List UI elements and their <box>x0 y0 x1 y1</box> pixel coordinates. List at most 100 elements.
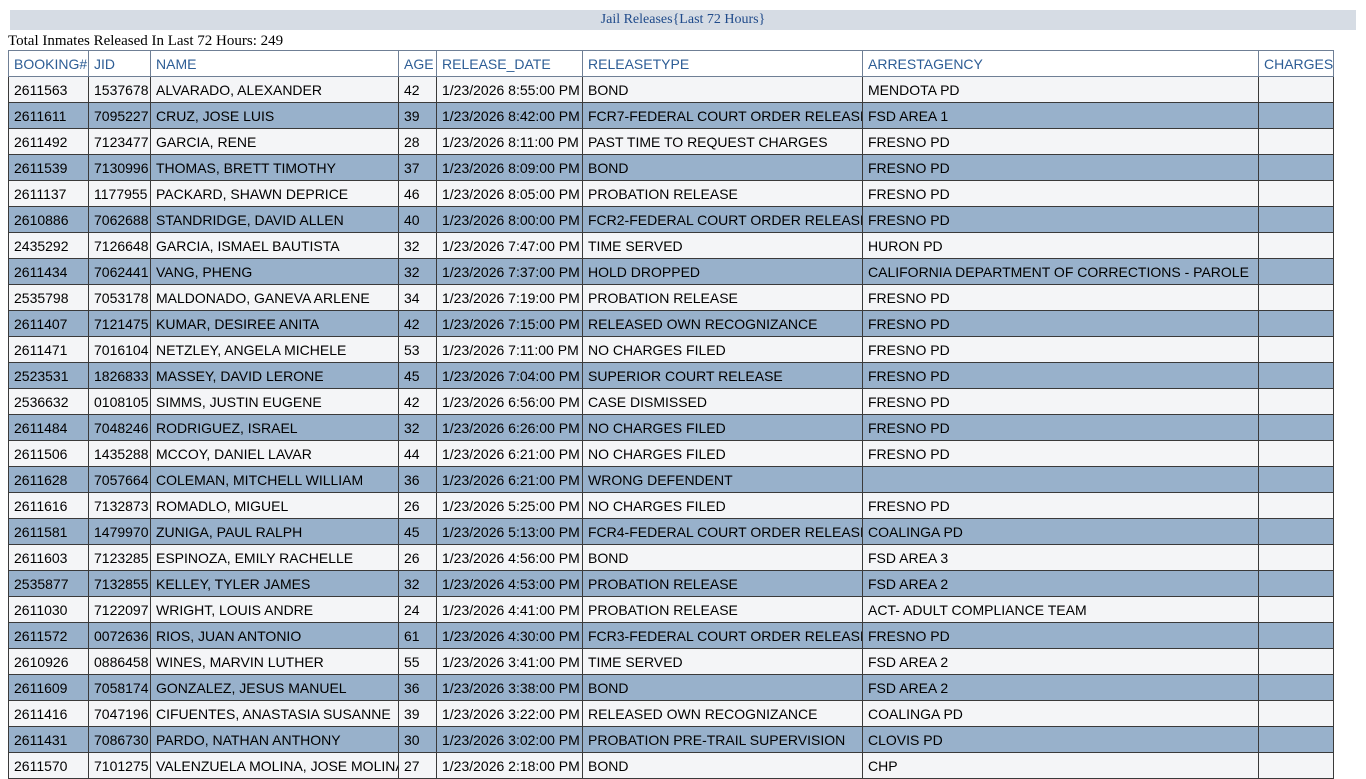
table-row: 2611572 0072636 RIOS, JUAN ANTONIO 61 1/23/2… <box>8 622 1334 649</box>
table-cell: ESPINOZA, EMILY RACHELLE <box>150 544 399 571</box>
table-cell: 7086730 <box>88 726 151 753</box>
table-cell: 7132855 <box>88 570 151 597</box>
table-cell: 1/23/2026 3:38:00 PM <box>436 674 583 701</box>
table-cell: 61 <box>398 622 437 649</box>
table-cell: 39 <box>398 700 437 727</box>
table-cell: CRUZ, JOSE LUIS <box>150 102 399 129</box>
table-cell <box>1258 726 1334 753</box>
table-row: 2611611 7095227 CRUZ, JOSE LUIS 39 1/23/2026… <box>8 102 1334 129</box>
table-cell: FCR7-FEDERAL COURT ORDER RELEASE <box>582 102 863 129</box>
table-cell <box>1258 466 1334 493</box>
table-cell: 2611616 <box>8 492 89 519</box>
table-cell: 1537678 <box>88 76 151 103</box>
table-cell: 7062441 <box>88 258 151 285</box>
table-row: 2611484 7048246 RODRIGUEZ, ISRAEL 32 1/23/20… <box>8 414 1334 441</box>
table-cell: 34 <box>398 284 437 311</box>
table-cell: COLEMAN, MITCHELL WILLIAM <box>150 466 399 493</box>
table-cell: 7016104 <box>88 336 151 363</box>
table-cell: 32 <box>398 414 437 441</box>
table-row: 2611471 7016104 NETZLEY, ANGELA MICHELE 53 1… <box>8 336 1334 363</box>
table-cell <box>1258 700 1334 727</box>
table-cell: VALENZUELA MOLINA, JOSE MOLINA <box>150 752 399 779</box>
table-cell: 36 <box>398 466 437 493</box>
table-cell: FCR2-FEDERAL COURT ORDER RELEASE <box>582 206 863 233</box>
column-header[interactable]: ARRESTAGENCY <box>862 50 1259 77</box>
column-header[interactable]: RELEASETYPE <box>582 50 863 77</box>
column-header[interactable]: AGE <box>398 50 437 77</box>
table-cell: 2611611 <box>8 102 89 129</box>
table-cell: WRIGHT, LOUIS ANDRE <box>150 596 399 623</box>
column-header[interactable]: JID <box>88 50 151 77</box>
table-cell: HOLD DROPPED <box>582 258 863 285</box>
table-cell: NETZLEY, ANGELA MICHELE <box>150 336 399 363</box>
table-cell: 2611628 <box>8 466 89 493</box>
table-cell: 2435292 <box>8 232 89 259</box>
table-cell: MALDONADO, GANEVA ARLENE <box>150 284 399 311</box>
table-cell <box>1258 336 1334 363</box>
table-cell: ALVARADO, ALEXANDER <box>150 76 399 103</box>
table-cell: 2611030 <box>8 596 89 623</box>
table-cell: TIME SERVED <box>582 648 863 675</box>
table-cell: FRESNO PD <box>862 622 1259 649</box>
table-cell: 39 <box>398 102 437 129</box>
table-cell: 2611434 <box>8 258 89 285</box>
table-cell <box>1258 232 1334 259</box>
table-cell: 1/23/2026 7:11:00 PM <box>436 336 583 363</box>
table-cell: 1/23/2026 8:55:00 PM <box>436 76 583 103</box>
table-cell: 42 <box>398 310 437 337</box>
table-cell: 1/23/2026 8:09:00 PM <box>436 154 583 181</box>
table-cell: WRONG DEFENDENT <box>582 466 863 493</box>
table-cell: NO CHARGES FILED <box>582 492 863 519</box>
table-cell: 2611581 <box>8 518 89 545</box>
table-cell: 1/23/2026 4:53:00 PM <box>436 570 583 597</box>
table-cell: COALINGA PD <box>862 518 1259 545</box>
table-cell: BOND <box>582 154 863 181</box>
table-cell: PROBATION RELEASE <box>582 596 863 623</box>
table-cell: NO CHARGES FILED <box>582 414 863 441</box>
table-cell <box>1258 596 1334 623</box>
table-cell: KELLEY, TYLER JAMES <box>150 570 399 597</box>
table-cell: CHP <box>862 752 1259 779</box>
column-header[interactable]: CHARGES <box>1258 50 1334 77</box>
column-header[interactable]: BOOKING# <box>8 50 89 77</box>
table-cell: 26 <box>398 492 437 519</box>
table-cell: 1/23/2026 5:25:00 PM <box>436 492 583 519</box>
table-cell: GARCIA, RENE <box>150 128 399 155</box>
table-cell: 2610886 <box>8 206 89 233</box>
table-cell: BOND <box>582 76 863 103</box>
table-row: 2610886 7062688 STANDRIDGE, DAVID ALLEN 40 1… <box>8 206 1334 233</box>
table-cell: BOND <box>582 752 863 779</box>
column-header[interactable]: NAME <box>150 50 399 77</box>
table-cell: 1479970 <box>88 518 151 545</box>
table-cell <box>1258 154 1334 181</box>
table-row: 2611603 7123285 ESPINOZA, EMILY RACHELLE 26… <box>8 544 1334 571</box>
table-cell: 7058174 <box>88 674 151 701</box>
table-row: 2610926 0886458 WINES, MARVIN LUTHER 55 1/23… <box>8 648 1334 675</box>
table-cell: SIMMS, JUSTIN EUGENE <box>150 388 399 415</box>
table-cell: RIOS, JUAN ANTONIO <box>150 622 399 649</box>
table-cell: 1/23/2026 8:00:00 PM <box>436 206 583 233</box>
table-row: 2611506 1435288 MCCOY, DANIEL LAVAR 44 1/23/… <box>8 440 1334 467</box>
table-cell: 46 <box>398 180 437 207</box>
table-cell: 0072636 <box>88 622 151 649</box>
table-cell: THOMAS, BRETT TIMOTHY <box>150 154 399 181</box>
table-cell: 7057664 <box>88 466 151 493</box>
table-cell: 7130996 <box>88 154 151 181</box>
column-header[interactable]: RELEASE_DATE <box>436 50 583 77</box>
table-cell: FRESNO PD <box>862 414 1259 441</box>
table-cell: 2523531 <box>8 362 89 389</box>
table-cell: GARCIA, ISMAEL BAUTISTA <box>150 232 399 259</box>
table-cell: ZUNIGA, PAUL RALPH <box>150 518 399 545</box>
table-cell: 1/23/2026 8:05:00 PM <box>436 180 583 207</box>
table-row: 2611416 7047196 CIFUENTES, ANASTASIA SUSAN… <box>8 700 1334 727</box>
table-row: 2611609 7058174 GONZALEZ, JESUS MANUEL 36 1/… <box>8 674 1334 701</box>
table-cell: 24 <box>398 596 437 623</box>
table-cell: 32 <box>398 258 437 285</box>
table-cell: 53 <box>398 336 437 363</box>
table-cell <box>1258 752 1334 779</box>
table-cell: 1/23/2026 7:04:00 PM <box>436 362 583 389</box>
table-cell: 2611570 <box>8 752 89 779</box>
table-cell: 2611484 <box>8 414 89 441</box>
table-cell: 30 <box>398 726 437 753</box>
table-cell: FRESNO PD <box>862 154 1259 181</box>
